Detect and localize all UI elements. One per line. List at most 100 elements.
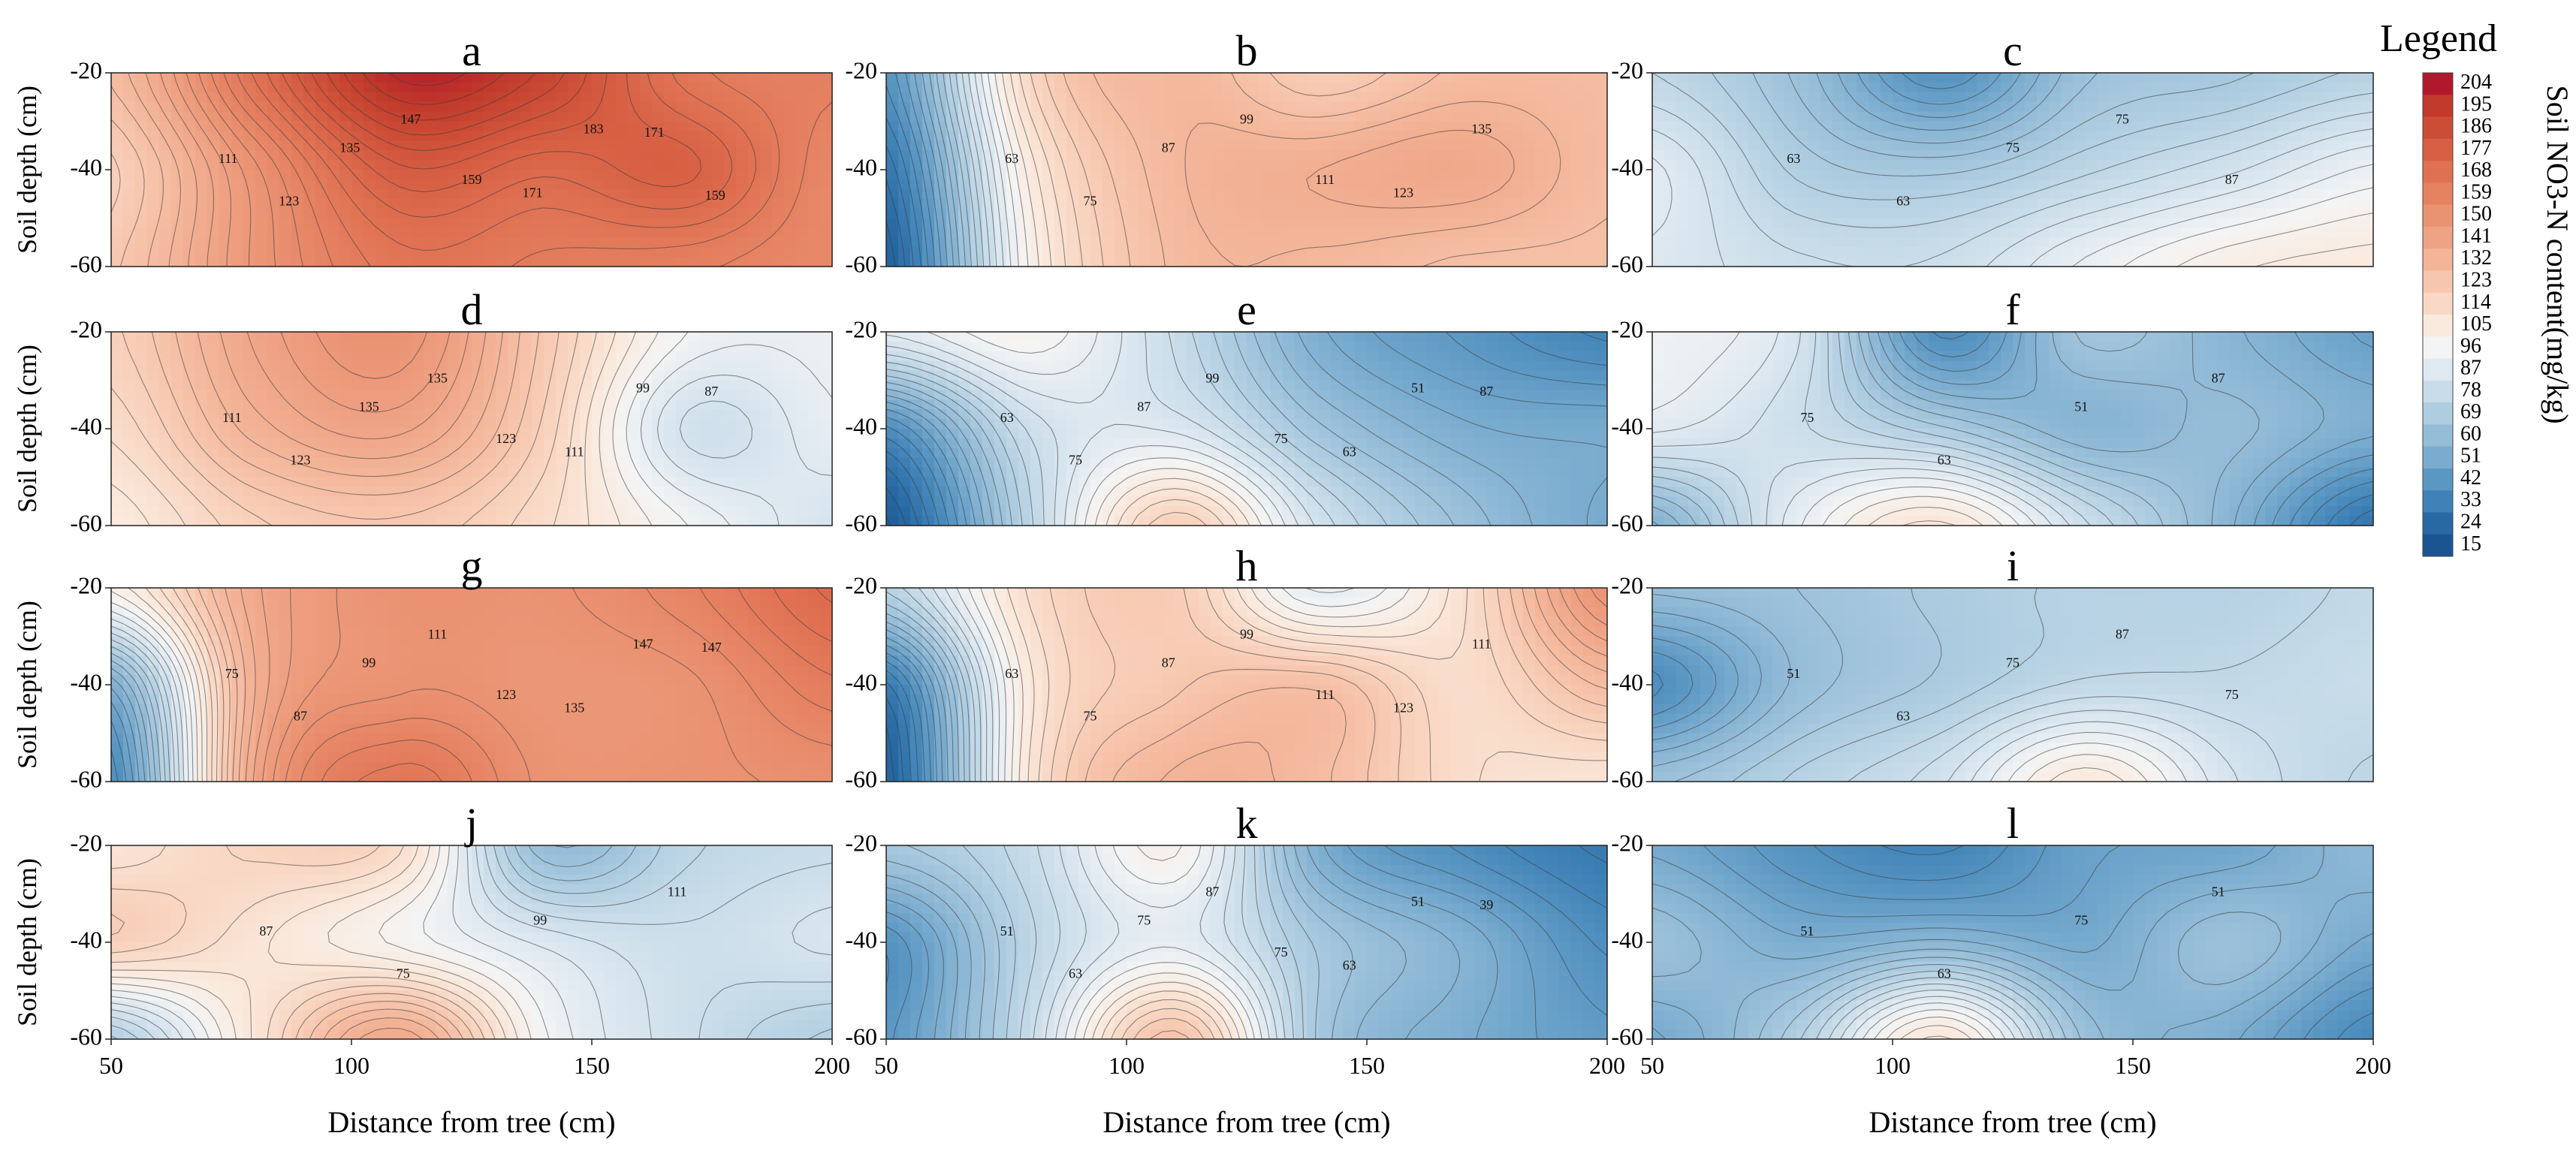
heat-cell-c: [2121, 188, 2134, 200]
heat-cell-a: [592, 92, 605, 103]
heat-cell-d: [351, 360, 364, 372]
heat-cell-c: [2313, 170, 2326, 180]
heat-cell-d: [712, 341, 725, 352]
heat-cell-c: [1965, 160, 1977, 170]
heat-cell-b: [1451, 160, 1464, 170]
heat-cell-a: [628, 198, 641, 209]
heat-cell-d: [279, 409, 292, 420]
heat-cell-d: [412, 419, 424, 429]
heat-cell-d: [796, 380, 809, 390]
heat-cell-d: [376, 360, 388, 372]
heat-cell-c: [1857, 131, 1869, 141]
heat-cell-c: [2109, 170, 2122, 180]
heat-cell-b: [1235, 140, 1247, 151]
heat-cell-c: [1700, 73, 1713, 83]
heat-cell-d: [712, 487, 725, 497]
heat-cell-a: [123, 188, 136, 200]
heat-cell-a: [544, 111, 557, 122]
heat-cell-d: [195, 438, 208, 449]
heat-cell-b: [1547, 92, 1560, 103]
heat-cell-b: [1259, 140, 1271, 151]
heat-cell-a: [267, 121, 280, 131]
heat-cell-b: [1175, 179, 1187, 190]
heat-cell-d: [243, 467, 256, 478]
heat-cell-b: [1595, 247, 1608, 258]
heat-cell-b: [1271, 160, 1283, 170]
heat-cell-d: [520, 516, 532, 526]
heat-cell-a: [147, 188, 160, 200]
heat-cell-c: [1905, 131, 1917, 141]
heat-cell-a: [628, 82, 641, 93]
heat-cell-d: [820, 457, 833, 469]
heat-cell-d: [159, 477, 172, 487]
heat-cell-d: [448, 467, 460, 478]
heat-cell-c: [1953, 247, 1965, 258]
heat-cell-e: [1595, 332, 1608, 342]
heat-cell-c: [1832, 227, 1845, 238]
heat-cell-d: [315, 399, 328, 410]
heat-cell-b: [1042, 140, 1055, 151]
heat-cell-a: [616, 170, 629, 180]
heat-cell-d: [712, 351, 725, 362]
heat-cell-c: [2157, 82, 2170, 93]
heat-cell-a: [303, 121, 316, 131]
heat-cell-a: [159, 170, 172, 180]
heat-cell-b: [1223, 82, 1235, 93]
heat-cell-c: [2157, 73, 2170, 83]
heat-cell-c: [1784, 101, 1797, 113]
heat-cell-c: [1772, 179, 1785, 190]
heat-cell-a: [123, 170, 136, 180]
heat-cell-c: [2361, 257, 2374, 267]
heat-cell-c: [2109, 150, 2122, 161]
heat-cell-d: [808, 467, 821, 478]
heat-cell-b: [1475, 257, 1488, 267]
heat-cell-c: [2229, 227, 2242, 238]
heat-cell-a: [388, 140, 400, 151]
heat-cell-d: [315, 419, 328, 429]
heat-cell-c: [2109, 227, 2122, 238]
heat-cell-e: [1379, 332, 1392, 342]
heat-cell-a: [448, 237, 460, 248]
heat-cell-c: [2025, 188, 2038, 200]
heat-cell-a: [388, 227, 400, 238]
heat-cell-d: [496, 370, 508, 381]
heat-cell-d: [664, 438, 677, 449]
heat-cell-d: [820, 467, 833, 478]
heat-cell-d: [484, 447, 496, 459]
heat-cell-d: [748, 477, 761, 487]
heat-cell-e: [1355, 341, 1368, 352]
heat-cell-e: [1102, 341, 1115, 352]
heat-cell-c: [1941, 131, 1953, 141]
heat-cell-d: [712, 506, 725, 517]
heat-cell-c: [2085, 101, 2098, 113]
heat-cell-b: [1139, 73, 1151, 83]
heat-cell-c: [1953, 73, 1965, 83]
heat-cell-b: [1427, 170, 1440, 180]
heat-cell-d: [363, 447, 376, 459]
heat-cell-d: [472, 429, 484, 439]
heat-cell-d: [424, 429, 436, 439]
heat-cell-d: [363, 380, 376, 390]
heat-cell-c: [2133, 160, 2146, 170]
heat-cell-d: [820, 419, 833, 429]
heat-cell-a: [291, 188, 304, 200]
heat-cell-d: [231, 370, 244, 381]
heat-cell-d: [388, 457, 400, 469]
heat-cell-a: [424, 179, 436, 190]
heat-cell-b: [1115, 198, 1127, 209]
heat-cell-d: [376, 351, 388, 362]
heat-cell-a: [808, 131, 821, 141]
heat-cell-b: [1127, 73, 1139, 83]
heat-cell-c: [2337, 82, 2350, 93]
heat-cell-d: [472, 516, 484, 526]
heat-cell-a: [195, 188, 208, 200]
heat-cell-a: [472, 140, 484, 151]
heat-cell-b: [1535, 188, 1548, 200]
heat-cell-c: [2253, 208, 2266, 219]
heat-cell-b: [1511, 92, 1524, 103]
heat-cell-d: [315, 409, 328, 420]
heat-cell-c: [1688, 227, 1701, 238]
heat-cell-a: [460, 170, 472, 180]
heat-cell-d: [159, 390, 172, 400]
